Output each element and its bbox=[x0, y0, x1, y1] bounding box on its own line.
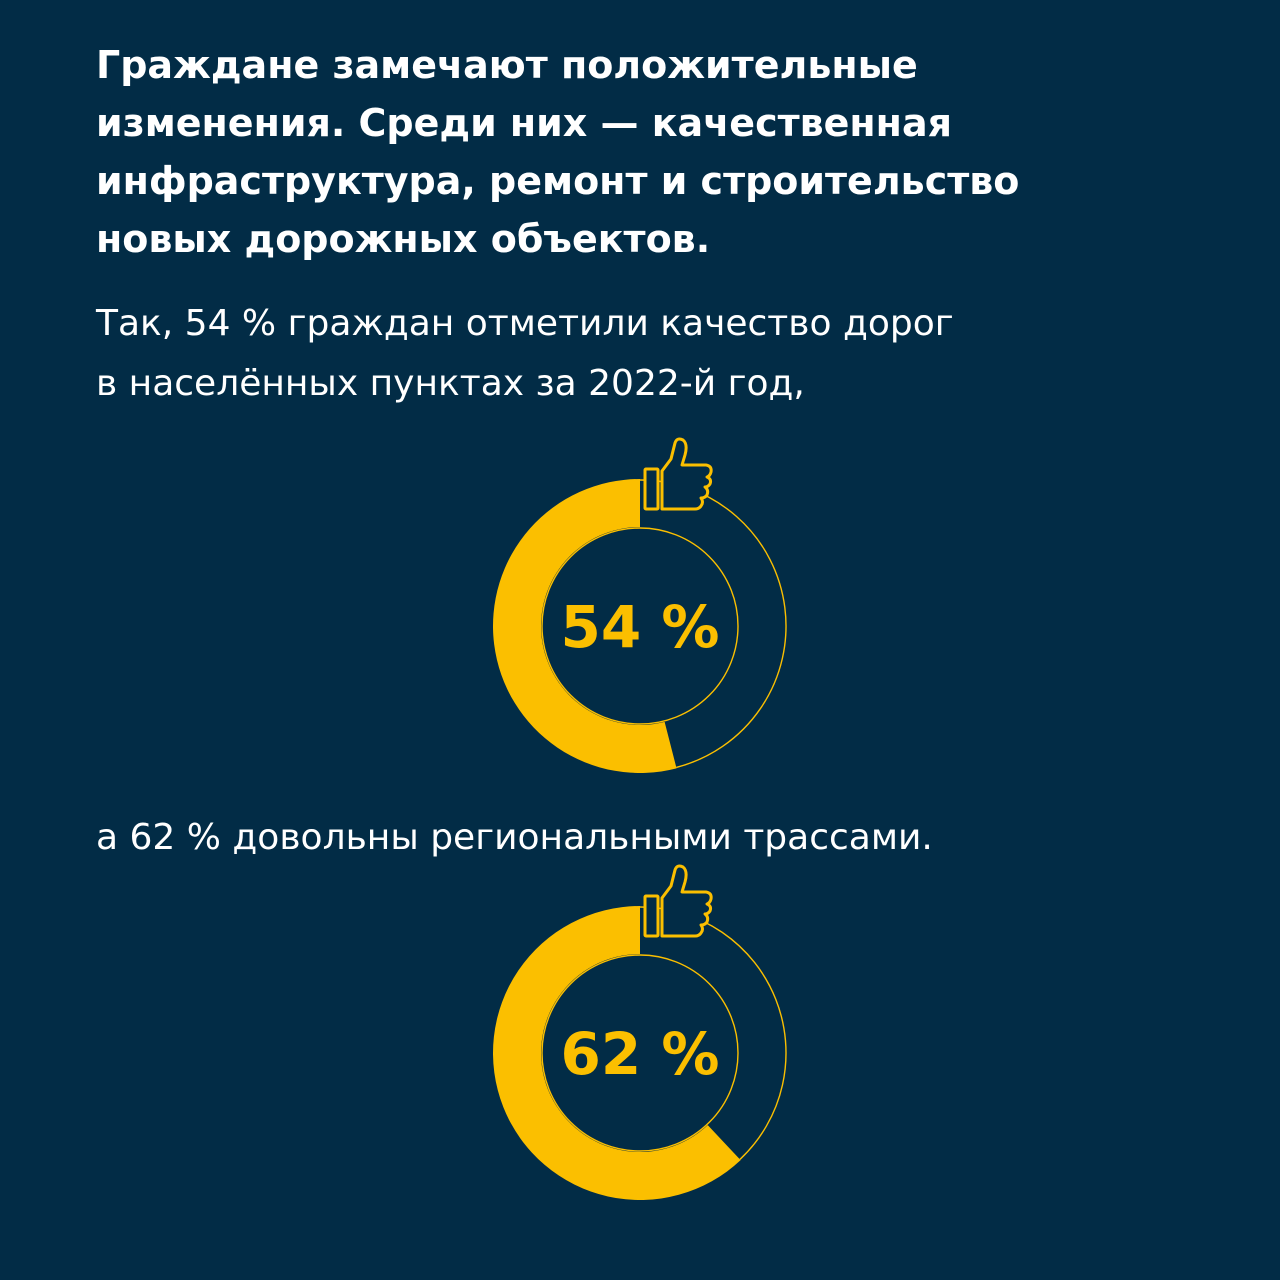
thumbs-up-icon bbox=[643, 864, 713, 938]
donut-center-label: 62 % bbox=[560, 1020, 719, 1088]
donut-inner-ring bbox=[541, 954, 739, 1152]
lead-line: в населённых пунктах за 2022-й год, bbox=[96, 363, 805, 404]
donut-slice-value bbox=[492, 906, 741, 1200]
donut-chart-roads-settlements: 54 % bbox=[480, 437, 800, 786]
lead-line: Так, 54 % граждан отметили качество доро… bbox=[96, 303, 954, 344]
lead-paragraph: Так, 54 % граждан отметили качество доро… bbox=[96, 294, 1196, 414]
headline: Граждане замечают положительные изменени… bbox=[96, 36, 1196, 268]
donut-svg: 62 % bbox=[492, 864, 787, 1200]
headline-line: изменения. Среди них — качественная bbox=[96, 101, 952, 145]
donut-center-label: 54 % bbox=[560, 593, 719, 661]
headline-line: Граждане замечают положительные bbox=[96, 43, 918, 87]
donut-inner-ring bbox=[541, 527, 739, 725]
donut-svg: 54 % bbox=[492, 437, 787, 773]
headline-line: инфраструктура, ремонт и строительство bbox=[96, 159, 1020, 203]
regional-roads-text: а 62 % довольны региональными трассами. bbox=[96, 817, 933, 858]
donut-chart-regional-roads: 62 % bbox=[480, 864, 800, 1213]
donut-slice-value bbox=[492, 479, 677, 773]
headline-line: новых дорожных объектов. bbox=[96, 217, 711, 261]
thumbs-up-icon bbox=[643, 437, 713, 511]
